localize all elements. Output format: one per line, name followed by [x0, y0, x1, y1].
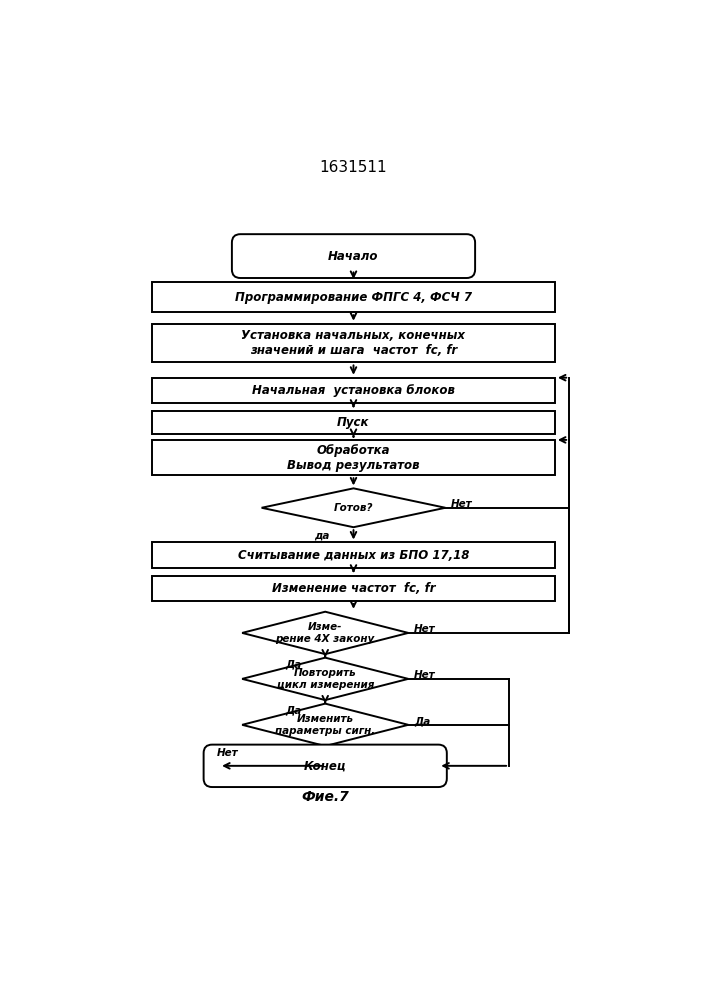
Polygon shape [242, 658, 409, 700]
Text: Изме-
рение 4Х закону: Изме- рение 4Х закону [276, 622, 375, 644]
Text: Нет: Нет [414, 624, 436, 634]
Text: Установка начальных, конечных
значений и шага  частот  fc, fr: Установка начальных, конечных значений и… [242, 329, 465, 357]
Text: Программирование ФПГС 4, ФСЧ 7: Программирование ФПГС 4, ФСЧ 7 [235, 291, 472, 304]
Text: Конец: Конец [304, 759, 346, 772]
Bar [152, 324, 555, 362]
Polygon shape [242, 612, 409, 654]
Text: Нет: Нет [414, 670, 436, 680]
Text: Обработка
Вывод результатов: Обработка Вывод результатов [287, 444, 420, 472]
Text: да: да [314, 531, 329, 541]
Text: Изменить
параметры сигн.: Изменить параметры сигн. [275, 714, 375, 736]
Text: Начальная  установка блоков: Начальная установка блоков [252, 384, 455, 397]
Text: Фие.7: Фие.7 [301, 790, 349, 804]
Text: Да: Да [286, 659, 301, 669]
Text: Нет: Нет [217, 748, 238, 758]
Text: Нет: Нет [451, 499, 473, 509]
Polygon shape [242, 704, 409, 746]
Bar [152, 411, 555, 434]
Text: Начало: Начало [328, 250, 379, 263]
Bar [152, 576, 555, 601]
Bar [152, 440, 555, 475]
Text: Считывание данных из БПО 17,18: Считывание данных из БПО 17,18 [238, 549, 469, 562]
Text: Да: Да [286, 705, 301, 715]
Text: Пуск: Пуск [337, 416, 370, 429]
Bar [152, 282, 555, 312]
Text: Готов?: Готов? [334, 503, 373, 513]
Text: Повторить
цикл измерения: Повторить цикл измерения [276, 668, 374, 690]
Bar [152, 378, 555, 403]
Text: 1631511: 1631511 [320, 160, 387, 175]
FancyBboxPatch shape [232, 234, 475, 278]
Text: Да: Да [414, 716, 430, 726]
FancyBboxPatch shape [204, 745, 447, 787]
Polygon shape [262, 488, 445, 527]
Bar [152, 542, 555, 568]
Text: Изменение частот  fc, fr: Изменение частот fc, fr [271, 582, 436, 595]
